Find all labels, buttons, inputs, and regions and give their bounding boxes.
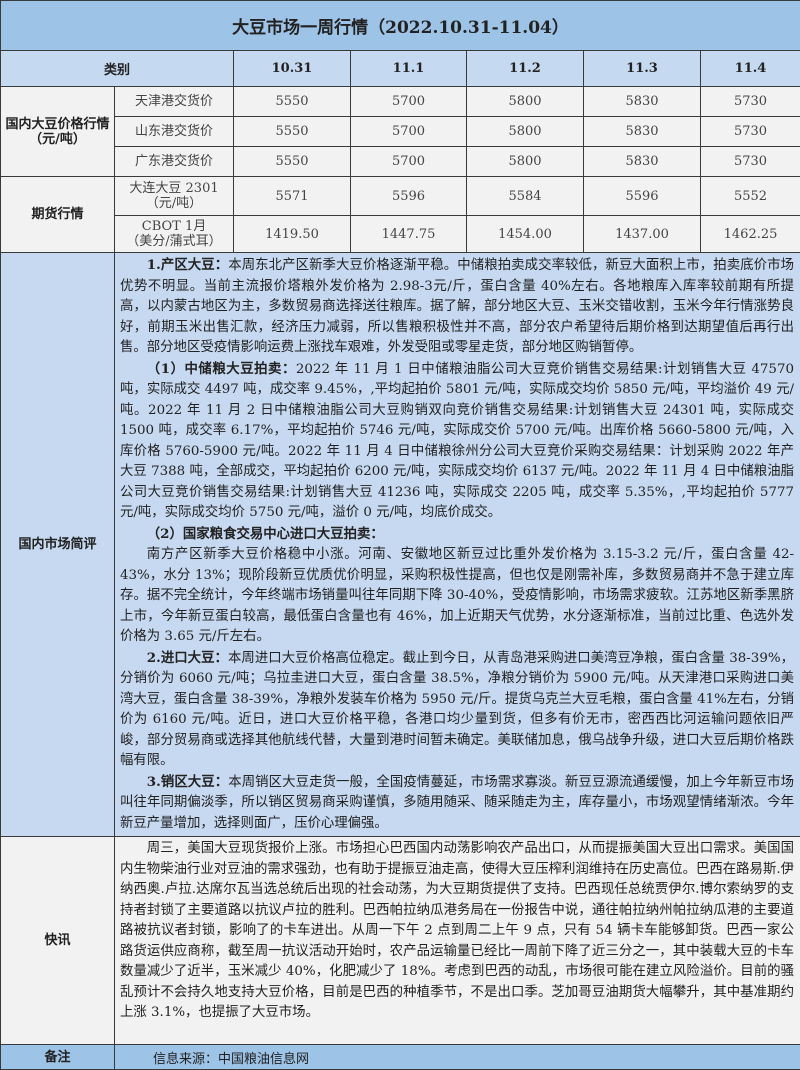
news-row: 快讯 周三，美国大豆现货报价上涨。市场担心巴西国内动荡影响农产品出口，从而提振美… bbox=[1, 837, 800, 1045]
review-paragraph: （1）中储粮大豆拍卖：2022 年 11 月 1 日中储粮油脂公司大豆竞价销售交… bbox=[120, 359, 794, 524]
price-cell: 5800 bbox=[467, 117, 584, 147]
market-review-label: 国内市场简评 bbox=[1, 253, 115, 837]
price-cell: 5550 bbox=[234, 147, 351, 177]
domestic-price-label: 国内大豆价格行情（元/吨） bbox=[1, 87, 115, 177]
date-header: 11.3 bbox=[584, 51, 701, 87]
table-row: 期货行情 大连大豆 2301（元/吨） 5571 5596 5584 5596 … bbox=[1, 177, 800, 216]
price-cell: 5830 bbox=[584, 87, 701, 117]
price-cell: 1454.00 bbox=[467, 216, 584, 253]
price-cell: 5550 bbox=[234, 87, 351, 117]
price-cell: 5596 bbox=[351, 177, 467, 216]
paragraph-heading: 1.产区大豆： bbox=[147, 257, 228, 273]
price-cell: 5584 bbox=[467, 177, 584, 216]
review-paragraph: 2.进口大豆：本周进口大豆价格高位稳定。截止到今日，从青岛港采购进口美湾豆净粮，… bbox=[120, 648, 794, 772]
price-cell: 5730 bbox=[701, 117, 800, 147]
row-name: 广东港交货价 bbox=[115, 147, 234, 177]
price-cell: 5596 bbox=[584, 177, 701, 216]
price-cell: 1447.75 bbox=[351, 216, 467, 253]
market-review-row: 国内市场简评 1.产区大豆：本周东北产区新季大豆价格逐渐平稳。中储粮拍卖成交率较… bbox=[1, 253, 800, 837]
paragraph-text: 2022 年 11 月 1 日中储粮油脂公司大豆竞价销售交易结果:计划销售大豆 … bbox=[120, 362, 794, 521]
price-cell: 5700 bbox=[351, 117, 467, 147]
paragraph-text: 本周进口大豆价格高位稳定。截止到今日，从青岛港采购进口美湾豆净粮，蛋白含量 38… bbox=[120, 651, 794, 769]
price-cell: 5730 bbox=[701, 87, 800, 117]
page-title: 大豆市场一周行情（2022.10.31-11.04） bbox=[1, 1, 800, 51]
news-paragraph: 周三，美国大豆现货报价上涨。市场担心巴西国内动荡影响农产品出口，从而提振美国大豆… bbox=[120, 839, 794, 1024]
price-cell: 5830 bbox=[584, 147, 701, 177]
review-paragraph: 南方产区新季大豆价格稳中小涨。河南、安徽地区新豆过比重外发价格为 3.15-3.… bbox=[120, 545, 794, 648]
date-header: 11.4 bbox=[701, 51, 800, 87]
price-cell: 5830 bbox=[584, 117, 701, 147]
price-cell: 5730 bbox=[701, 147, 800, 177]
table-row: CBOT 1月（美分/蒲式耳） 1419.50 1447.75 1454.00 … bbox=[1, 216, 800, 253]
paragraph-heading: 2.进口大豆： bbox=[147, 650, 228, 666]
table-row: 山东港交货价 5550 5700 5800 5830 5730 bbox=[1, 117, 800, 147]
row-name-text: CBOT 1月 bbox=[142, 219, 206, 234]
review-paragraph: （2）国家粮食交易中心进口大豆拍卖： bbox=[120, 524, 794, 546]
note-text: 信息来源：中国粮油信息网 bbox=[115, 1045, 800, 1070]
date-header: 11.2 bbox=[467, 51, 584, 87]
price-cell: 5700 bbox=[351, 147, 467, 177]
date-header: 10.31 bbox=[234, 51, 351, 87]
news-label: 快讯 bbox=[1, 837, 115, 1045]
price-cell: 5700 bbox=[351, 87, 467, 117]
price-cell: 1437.00 bbox=[584, 216, 701, 253]
row-unit: （元/吨） bbox=[146, 196, 202, 211]
price-cell: 5552 bbox=[701, 177, 800, 216]
price-cell: 5571 bbox=[234, 177, 351, 216]
row-name: 天津港交货价 bbox=[115, 87, 234, 117]
row-name: 山东港交货价 bbox=[115, 117, 234, 147]
row-name-text: 大连大豆 2301 bbox=[129, 181, 218, 196]
price-cell: 5550 bbox=[234, 117, 351, 147]
row-name: 大连大豆 2301（元/吨） bbox=[115, 177, 234, 216]
review-paragraph: 3.销区大豆：本周销区大豆走货一般，全国疫情蔓延，市场需求寡淡。新豆豆源流通缓慢… bbox=[120, 772, 794, 835]
price-cell: 5800 bbox=[467, 147, 584, 177]
note-row: 备注 信息来源：中国粮油信息网 bbox=[1, 1045, 800, 1070]
futures-label: 期货行情 bbox=[1, 177, 115, 253]
row-unit: （美分/蒲式耳） bbox=[126, 234, 221, 249]
market-review-text: 1.产区大豆：本周东北产区新季大豆价格逐渐平稳。中储粮拍卖成交率较低，新豆大面积… bbox=[115, 253, 800, 837]
table-row: 广东港交货价 5550 5700 5800 5830 5730 bbox=[1, 147, 800, 177]
paragraph-heading: （2）国家粮食交易中心进口大豆拍卖： bbox=[147, 526, 384, 542]
date-header: 11.1 bbox=[351, 51, 467, 87]
price-cell: 5800 bbox=[467, 87, 584, 117]
row-name: CBOT 1月（美分/蒲式耳） bbox=[115, 216, 234, 253]
news-text: 周三，美国大豆现货报价上涨。市场担心巴西国内动荡影响农产品出口，从而提振美国大豆… bbox=[115, 837, 800, 1045]
paragraph-text: 南方产区新季大豆价格稳中小涨。河南、安徽地区新豆过比重外发价格为 3.15-3.… bbox=[120, 547, 794, 644]
table-row: 国内大豆价格行情（元/吨） 天津港交货价 5550 5700 5800 5830… bbox=[1, 87, 800, 117]
category-header: 类别 bbox=[1, 51, 234, 87]
note-label: 备注 bbox=[1, 1045, 115, 1070]
price-cell: 1462.25 bbox=[701, 216, 800, 253]
price-cell: 1419.50 bbox=[234, 216, 351, 253]
paragraph-heading: 3.销区大豆： bbox=[147, 774, 228, 790]
paragraph-heading: （1）中储粮大豆拍卖： bbox=[147, 361, 296, 377]
review-paragraph: 1.产区大豆：本周东北产区新季大豆价格逐渐平稳。中储粮拍卖成交率较低，新豆大面积… bbox=[120, 255, 794, 359]
